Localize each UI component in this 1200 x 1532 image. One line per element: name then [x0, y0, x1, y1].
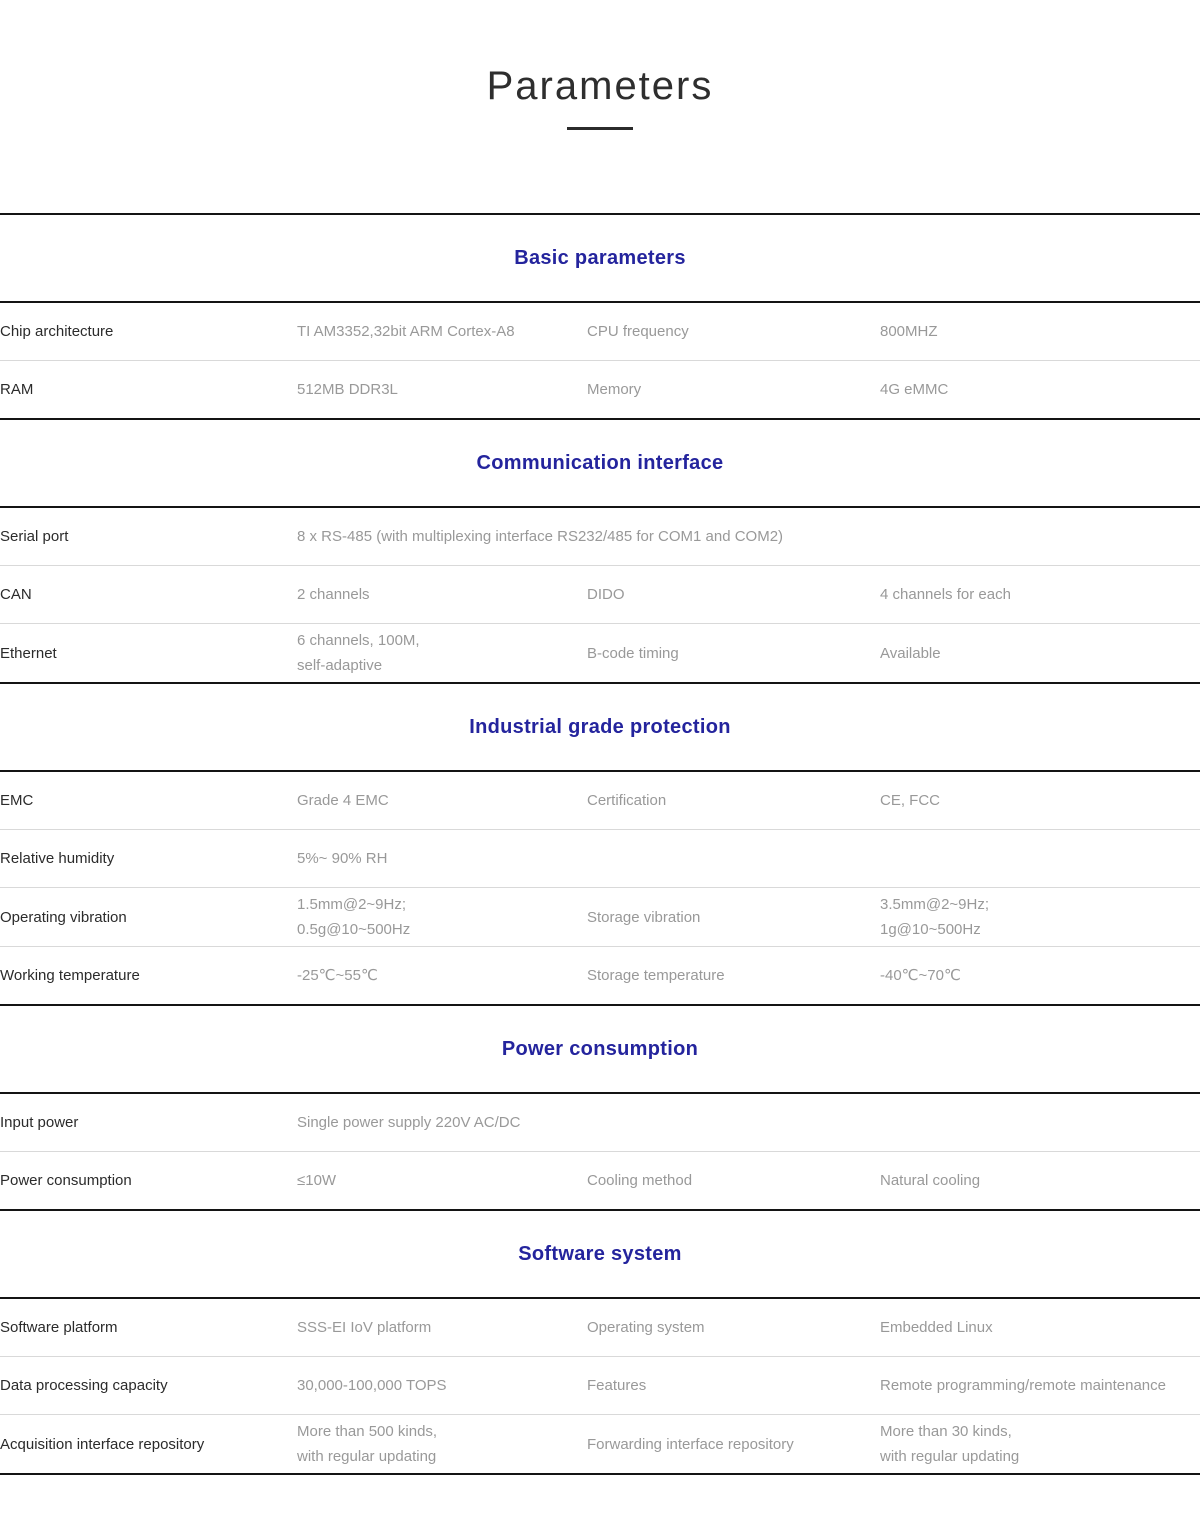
divider-heavy [0, 506, 1200, 508]
table-row: Input power Single power supply 220V AC/… [0, 1094, 1200, 1152]
cell-label: Working temperature [0, 967, 140, 984]
table-row: EMC Grade 4 EMC Certification CE, FCC [0, 772, 1200, 830]
table-row: Operating vibration 1.5mm@2~9Hz; 0.5g@10… [0, 888, 1200, 947]
divider-heavy [0, 1004, 1200, 1006]
divider-heavy [0, 1473, 1200, 1475]
cell-value: 512MB DDR3L [297, 381, 398, 398]
section-power-consumption: Power consumption Input power Single pow… [0, 1004, 1200, 1209]
cell-value: -25℃~55℃ [297, 967, 378, 984]
cell-value: ≤10W [297, 1172, 337, 1189]
cell-value: More than 30 kinds, with regular updatin… [880, 1423, 1020, 1465]
divider-heavy [0, 770, 1200, 772]
cell-value: 30,000-100,000 TOPS [297, 1377, 447, 1394]
cell-label: CAN [0, 586, 32, 603]
cell-field-label: Cooling method [587, 1172, 693, 1189]
cell-field-label: Features [587, 1377, 647, 1394]
cell-field-label: Certification [587, 792, 667, 809]
cell-value: SSS-EI IoV platform [297, 1319, 432, 1336]
cell-value: 6 channels, 100M, self-adaptive [297, 632, 420, 674]
spec-table: Chip architecture TI AM3352,32bit ARM Co… [0, 303, 1200, 418]
spec-table: Serial port 8 x RS-485 (with multiplexin… [0, 508, 1200, 682]
section-communication-interface: Communication interface Serial port 8 x … [0, 418, 1200, 682]
section-basic-parameters: Basic parameters Chip architecture TI AM… [0, 213, 1200, 418]
cell-value: CE, FCC [880, 792, 940, 809]
cell-value: TI AM3352,32bit ARM Cortex-A8 [297, 323, 515, 340]
cell-value [880, 855, 1200, 863]
section-title: Software system [518, 1243, 682, 1265]
cell-label: Input power [0, 1114, 79, 1131]
section-title: Power consumption [501, 1038, 699, 1060]
cell-field-label: CPU frequency [587, 323, 689, 340]
table-row: Acquisition interface repository More th… [0, 1415, 1200, 1473]
cell-value: Embedded Linux [880, 1319, 993, 1336]
cell-value: 3.5mm@2~9Hz; 1g@10~500Hz [880, 896, 990, 938]
cell-value: Natural cooling [880, 1172, 981, 1189]
cell-label: Acquisition interface repository [0, 1435, 205, 1453]
cell-value: 4 channels for each [880, 586, 1011, 603]
table-row: CAN 2 channels DIDO 4 channels for each [0, 566, 1200, 624]
cell-label: Power consumption [0, 1172, 132, 1189]
page-header: Parameters [0, 0, 1200, 213]
cell-label: Relative humidity [0, 850, 115, 867]
table-row: Relative humidity 5%~ 90% RH [0, 830, 1200, 888]
divider-heavy [0, 1297, 1200, 1299]
divider-heavy [0, 1092, 1200, 1094]
cell-value: 800MHZ [880, 323, 938, 340]
cell-label: Software platform [0, 1319, 118, 1336]
table-row: RAM 512MB DDR3L Memory 4G eMMC [0, 361, 1200, 418]
cell-label: Data processing capacity [0, 1377, 168, 1394]
cell-value: Remote programming/remote maintenance [880, 1377, 1166, 1394]
section-title: Industrial grade protection [469, 716, 731, 738]
cell-field-label [587, 855, 880, 863]
spec-table: EMC Grade 4 EMC Certification CE, FCC Re… [0, 772, 1200, 1004]
divider-heavy [0, 418, 1200, 420]
cell-label: RAM [0, 381, 34, 398]
cell-field-label: Memory [587, 381, 642, 398]
cell-field-label: Storage temperature [587, 967, 725, 984]
divider-heavy [0, 301, 1200, 303]
cell-value: Available [880, 644, 941, 662]
cell-value: 1.5mm@2~9Hz; 0.5g@10~500Hz [297, 896, 411, 938]
cell-value: Grade 4 EMC [297, 792, 389, 809]
cell-label: Serial port [0, 528, 69, 545]
table-row: Chip architecture TI AM3352,32bit ARM Co… [0, 303, 1200, 361]
divider-heavy [0, 213, 1200, 215]
cell-field-label: B-code timing [587, 644, 679, 662]
section-title: Basic parameters [514, 247, 686, 269]
cell-field-label: Storage vibration [587, 908, 701, 926]
section-software-system: Software system Software platform SSS-EI… [0, 1209, 1200, 1473]
cell-label: Operating vibration [0, 908, 127, 926]
cell-value: 4G eMMC [880, 381, 949, 398]
table-row: Working temperature -25℃~55℃ Storage tem… [0, 947, 1200, 1004]
section-industrial-grade-protection: Industrial grade protection EMC Grade 4 … [0, 682, 1200, 1004]
cell-label: EMC [0, 792, 34, 809]
table-row: Software platform SSS-EI IoV platform Op… [0, 1299, 1200, 1357]
spec-table: Software platform SSS-EI IoV platform Op… [0, 1299, 1200, 1473]
table-row: Power consumption ≤10W Cooling method Na… [0, 1152, 1200, 1209]
cell-label: Ethernet [0, 644, 57, 662]
section-title: Communication interface [476, 452, 724, 474]
page-title: Parameters [486, 64, 714, 108]
cell-value: 5%~ 90% RH [297, 850, 388, 867]
divider-heavy [0, 682, 1200, 684]
cell-field-label: Operating system [587, 1319, 705, 1336]
table-row: Serial port 8 x RS-485 (with multiplexin… [0, 508, 1200, 566]
cell-value: 2 channels [297, 586, 370, 603]
cell-value: More than 500 kinds, with regular updati… [297, 1423, 438, 1465]
cell-field-label: DIDO [587, 586, 625, 603]
cell-value: -40℃~70℃ [880, 967, 961, 984]
cell-label: Chip architecture [0, 323, 114, 340]
title-underline [567, 127, 633, 130]
divider-heavy [0, 1209, 1200, 1211]
cell-value: Single power supply 220V AC/DC [297, 1114, 521, 1131]
cell-field-label: Forwarding interface repository [587, 1435, 794, 1453]
table-row: Data processing capacity 30,000-100,000 … [0, 1357, 1200, 1415]
cell-value: 8 x RS-485 (with multiplexing interface … [297, 528, 784, 545]
table-row: Ethernet 6 channels, 100M, self-adaptive… [0, 624, 1200, 682]
spec-table: Input power Single power supply 220V AC/… [0, 1094, 1200, 1209]
